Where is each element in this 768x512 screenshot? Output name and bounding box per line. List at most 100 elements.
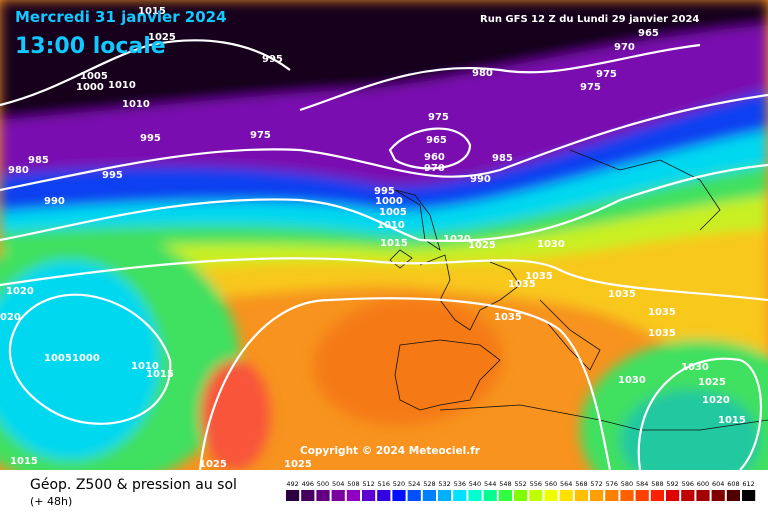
legend-tick-label: 596 — [682, 480, 694, 488]
isobar-label: 995 — [374, 186, 395, 197]
legend-swatch — [635, 490, 649, 501]
legend-swatch — [286, 490, 300, 501]
isobar-label: 1025 — [698, 377, 726, 388]
isobar-label: 990 — [44, 196, 65, 207]
legend-tick-label: 520 — [393, 480, 405, 488]
isobar-label: 1025 — [284, 459, 312, 470]
isobar-label: 965 — [426, 135, 447, 146]
isobar-label: 1010 — [377, 220, 405, 231]
legend-tick-label: 604 — [712, 480, 724, 488]
isobar-label: 970 — [424, 163, 445, 174]
isobar-label: 1025 — [199, 459, 227, 470]
legend-swatch — [331, 490, 345, 501]
legend-lead: (+ 48h) — [30, 495, 72, 508]
isobar-label: 960 — [424, 152, 445, 163]
legend-tick-label: 492 — [286, 480, 298, 488]
legend-tick-label: 500 — [317, 480, 329, 488]
legend-tick-label: 584 — [636, 480, 648, 488]
isobars — [0, 39, 768, 471]
legend-tick-label: 556 — [530, 480, 542, 488]
legend-tick-label: 528 — [423, 480, 435, 488]
legend-swatch — [620, 490, 634, 501]
legend-swatch — [666, 490, 680, 501]
legend-swatch — [453, 490, 467, 501]
isobar-label: 1015 — [146, 369, 174, 380]
legend-tick-label: 544 — [484, 480, 496, 488]
isobar-label: 1035 — [494, 312, 522, 323]
isobar-label: 1035 — [608, 289, 636, 300]
legend-tick-label: 588 — [651, 480, 663, 488]
legend-tick-label: 524 — [408, 480, 420, 488]
isobar-label: 1005 — [80, 71, 108, 82]
isobar-label: 1020 — [6, 286, 34, 297]
legend-swatch — [726, 490, 740, 501]
isobar-label: 975 — [580, 82, 601, 93]
legend-swatch — [742, 490, 756, 501]
isobar-label: 1010 — [108, 80, 136, 91]
isobar-label: 1020 — [702, 395, 730, 406]
legend-swatch — [544, 490, 558, 501]
isobar-label: 1015 — [10, 456, 38, 467]
legend-swatch — [590, 490, 604, 501]
isobar-label: 1025 — [148, 32, 176, 43]
isobar-label: 020 — [0, 312, 21, 323]
legend-tick-label: 508 — [347, 480, 359, 488]
legend-swatch — [711, 490, 725, 501]
isobar-label: 990 — [470, 174, 491, 185]
isobar-label: 1010 — [131, 361, 159, 372]
isobar-label: 1035 — [648, 307, 676, 318]
isobar-label: 995 — [262, 54, 283, 65]
isobar-label: 1015 — [138, 6, 166, 17]
legend-swatch — [438, 490, 452, 501]
legend-swatch — [483, 490, 497, 501]
legend-tick-label: 580 — [621, 480, 633, 488]
isobar-label: 980 — [472, 68, 493, 79]
legend-tick-label: 540 — [469, 480, 481, 488]
legend-swatch — [650, 490, 664, 501]
isobar-label: 1015 — [380, 238, 408, 249]
isobar-label: 1015 — [718, 415, 746, 426]
isobar-label: 1035 — [508, 279, 536, 290]
legend-swatch — [377, 490, 391, 501]
run-info: Run GFS 12 Z du Lundi 29 janvier 2024 — [480, 14, 699, 25]
legend-tick-label: 548 — [499, 480, 511, 488]
isobar-label: 1000 — [76, 82, 104, 93]
isobar-label: 995 — [102, 170, 123, 181]
isobar-label: 1005 — [379, 207, 407, 218]
legend-tick-label: 532 — [438, 480, 450, 488]
legend-tick-label: 600 — [697, 480, 709, 488]
legend-swatch — [301, 490, 315, 501]
legend-tick-label: 608 — [727, 480, 739, 488]
legend-tick-label: 560 — [545, 480, 557, 488]
legend-tick-label: 572 — [590, 480, 602, 488]
legend-title: Géop. Z500 & pression au sol — [30, 477, 237, 493]
coastlines — [389, 149, 768, 431]
legend-tick-label: 568 — [575, 480, 587, 488]
isobar-label: 1035 — [648, 328, 676, 339]
legend-swatch — [529, 490, 543, 501]
isobar-label: 1010 — [122, 99, 150, 110]
legend-tick-label: 552 — [514, 480, 526, 488]
isobar-label: 1005 — [44, 353, 72, 364]
isobar-label: 995 — [140, 133, 161, 144]
isobar-label: 985 — [28, 155, 49, 166]
isobar-label: 1020 — [443, 234, 471, 245]
isobar-label: 1030 — [537, 239, 565, 250]
legend-tick-label: 504 — [332, 480, 344, 488]
isobar-label: 1030 — [681, 362, 709, 373]
copyright: Copyright © 2024 Meteociel.fr — [300, 445, 481, 457]
legend-tick-label: 496 — [302, 480, 314, 488]
isobar-label: 1000 — [72, 353, 100, 364]
isobar-label: 975 — [250, 130, 271, 141]
isobar-label: 1030 — [618, 375, 646, 386]
isobar-label: 1035 — [525, 271, 553, 282]
isobar-label: 970 — [614, 42, 635, 53]
legend-tick-label: 536 — [454, 480, 466, 488]
legend-swatch — [468, 490, 482, 501]
legend-tick-label: 564 — [560, 480, 572, 488]
legend-swatch — [559, 490, 573, 501]
map-time: 13:00 locale — [15, 34, 166, 59]
